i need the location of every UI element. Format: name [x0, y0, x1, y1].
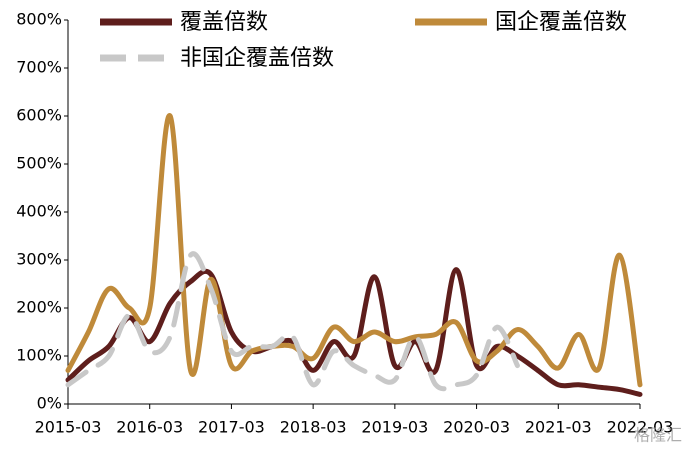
legend-label: 国企覆盖倍数 [495, 10, 627, 35]
x-tick-label: 2019-03 [361, 418, 428, 437]
x-tick-label: 2020-03 [443, 418, 510, 437]
series-line [65, 113, 643, 388]
x-tick-label: 2015-03 [35, 418, 102, 437]
x-tick-label: 2018-03 [280, 418, 347, 437]
y-tick-label: 600% [16, 106, 62, 125]
legend-label: 非国企覆盖倍数 [180, 46, 334, 71]
y-tick-label: 0% [37, 394, 62, 413]
y-tick-label: 300% [16, 250, 62, 269]
series-line [65, 251, 520, 392]
legend-label: 覆盖倍数 [180, 10, 268, 35]
x-tick-label: 2022-03 [607, 418, 674, 437]
watermark: 格隆汇 [634, 426, 682, 445]
x-tick-label: 2017-03 [198, 418, 265, 437]
y-tick-label: 100% [16, 346, 62, 365]
y-tick-label: 700% [16, 58, 62, 77]
x-tick-label: 2016-03 [116, 418, 183, 437]
y-tick-label: 400% [16, 202, 62, 221]
y-tick-label: 200% [16, 298, 62, 317]
y-tick-label: 500% [16, 154, 62, 173]
series-line [65, 267, 643, 397]
x-tick-label: 2021-03 [525, 418, 592, 437]
y-tick-label: 800% [16, 10, 62, 29]
